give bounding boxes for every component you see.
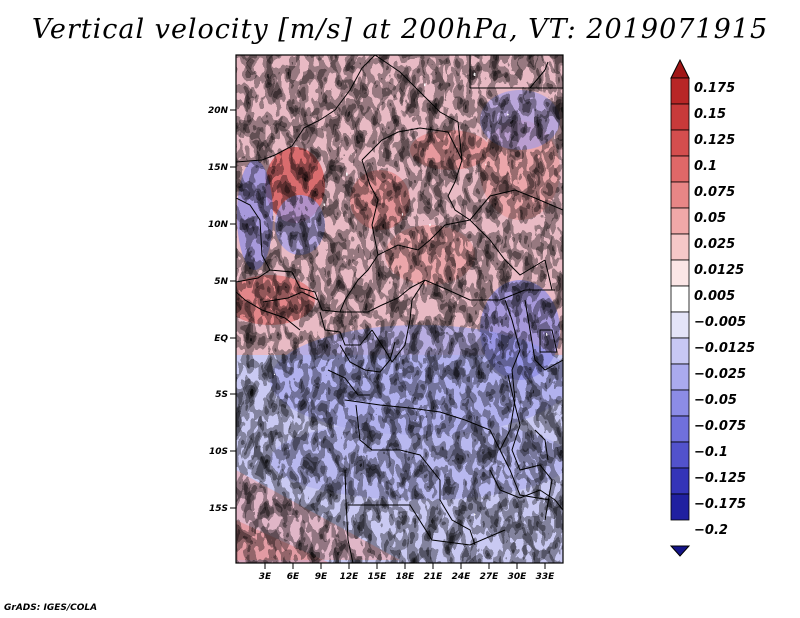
colorbar-segment [670, 155, 690, 183]
country-borders [236, 55, 563, 563]
colorbar-label: −0.0125 [694, 341, 755, 356]
lat-tick-label: 10S [209, 447, 228, 457]
colorbar-label: 0.05 [694, 211, 726, 226]
lon-tick-label: 24E [452, 572, 472, 582]
colorbar-segment [670, 441, 690, 469]
colorbar-top-arrow [670, 58, 690, 79]
colorbar-segment [670, 259, 690, 287]
colorbar-segment [670, 233, 690, 261]
colorbar-label: 0.125 [694, 133, 735, 148]
map-frame [235, 54, 564, 564]
lon-tick-label: 18E [396, 572, 416, 582]
lat-axis: 20N 15N 10N 5N EQ 5S 10S 15S [208, 106, 236, 514]
colorbar-label: −0.05 [694, 393, 737, 408]
lat-tick-label: 5S [215, 390, 228, 400]
lon-tick-label: 3E [259, 572, 272, 582]
lat-tick-label: 20N [208, 106, 229, 116]
colorbar-segment [670, 363, 690, 391]
colorbar-label: −0.075 [694, 419, 746, 434]
colorbar-label: 0.0125 [694, 263, 744, 278]
colorbar-label: −0.125 [694, 471, 746, 486]
velocity-field [236, 55, 563, 563]
lat-tick-label: 15S [209, 504, 228, 514]
lat-tick-label: 5N [214, 277, 228, 287]
colorbar-segment [670, 415, 690, 443]
colorbar-segment [670, 285, 690, 313]
colorbar-label: −0.2 [694, 523, 728, 538]
map-title: Vertical velocity [m/s] at 200hPa, VT: 2… [31, 14, 769, 45]
lon-tick-label: 15E [368, 572, 388, 582]
colorbar-segment [670, 467, 690, 495]
lon-tick-label: 9E [315, 572, 328, 582]
colorbar-segment [670, 389, 690, 417]
lon-tick-label: 6E [287, 572, 300, 582]
colorbar-label: 0.005 [694, 289, 735, 304]
lon-tick-label: 21E [424, 572, 444, 582]
colorbar-segment [670, 207, 690, 235]
lat-tick-label: 15N [208, 163, 229, 173]
lon-tick-label: 12E [340, 572, 360, 582]
colorbar-label: 0.175 [694, 81, 735, 96]
colorbar-label: 0.1 [694, 159, 717, 174]
colorbar-label: −0.005 [694, 315, 746, 330]
colorbar-label: 0.025 [694, 237, 735, 252]
colorbar-segment [670, 493, 690, 521]
lat-tick-label: EQ [214, 334, 228, 344]
lon-tick-label: 33E [536, 572, 556, 582]
colorbar-segment [670, 77, 690, 105]
lon-axis: 3E 6E 9E 12E 15E 18E 21E 24E 27E 30E 33E [259, 563, 555, 582]
lon-tick-label: 30E [508, 572, 528, 582]
lat-tick-label: 10N [208, 220, 229, 230]
colorbar-label: 0.15 [694, 107, 726, 122]
colorbar-bottom-arrow [669, 545, 691, 557]
colorbar-segment [670, 337, 690, 365]
colorbar-label: −0.1 [694, 445, 728, 460]
colorbar-segment [670, 129, 690, 157]
colorbar-segment [670, 311, 690, 339]
grads-credit: GrADS: IGES/COLA [4, 603, 98, 613]
colorbar: 0.175 0.15 0.125 0.1 0.075 0.05 0.025 0.… [669, 58, 755, 557]
colorbar-label: −0.175 [694, 497, 746, 512]
lon-tick-label: 27E [480, 572, 500, 582]
colorbar-label: 0.075 [694, 185, 735, 200]
colorbar-segment [670, 103, 690, 131]
colorbar-label: −0.025 [694, 367, 746, 382]
colorbar-segment [670, 181, 690, 209]
